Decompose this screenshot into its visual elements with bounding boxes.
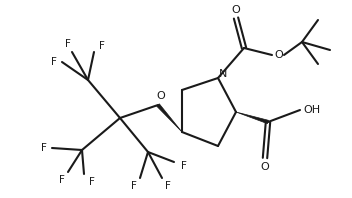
- Text: F: F: [99, 41, 105, 51]
- Text: F: F: [181, 161, 187, 171]
- Text: OH: OH: [303, 105, 321, 115]
- Text: N: N: [219, 69, 227, 79]
- Text: F: F: [165, 181, 171, 191]
- Text: O: O: [232, 5, 240, 15]
- Text: O: O: [260, 162, 269, 172]
- Polygon shape: [236, 112, 269, 124]
- Text: F: F: [51, 57, 57, 67]
- Text: F: F: [89, 177, 95, 187]
- Text: O: O: [157, 91, 165, 101]
- Text: F: F: [59, 175, 65, 185]
- Text: O: O: [275, 50, 283, 60]
- Polygon shape: [157, 104, 182, 132]
- Text: F: F: [41, 143, 47, 153]
- Text: F: F: [65, 39, 71, 49]
- Text: F: F: [131, 181, 137, 191]
